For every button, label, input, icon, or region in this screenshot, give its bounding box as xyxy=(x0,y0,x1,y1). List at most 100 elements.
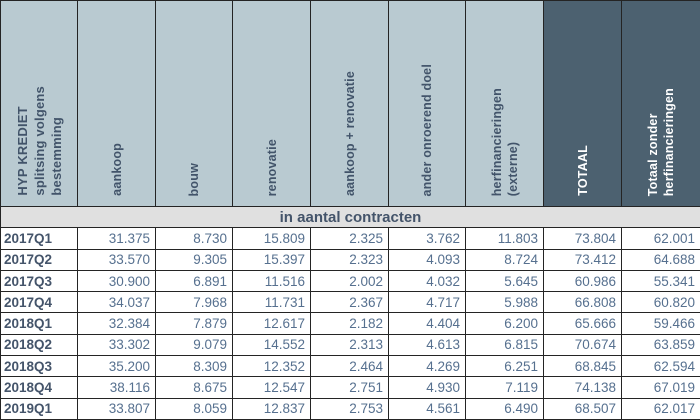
row-label: 2018Q3 xyxy=(0,355,78,378)
header-label: aankoop xyxy=(109,143,124,196)
table-row-2018q1: 2018Q1 32.384 7.879 12.617 2.182 4.404 6… xyxy=(0,312,700,335)
value-cell: 2.182 xyxy=(310,312,389,335)
value-cell: 4.561 xyxy=(388,397,466,420)
unit-band-label: in aantal contracten xyxy=(0,205,700,229)
value-cell: 15.809 xyxy=(232,227,311,250)
value-cell: 4.930 xyxy=(388,376,466,399)
table-row-2017q2: 2017Q2 33.570 9.305 15.397 2.323 4.093 8… xyxy=(0,248,700,271)
value-cell: 12.547 xyxy=(232,376,311,399)
header-totaal: TOTAAL xyxy=(543,0,622,207)
value-cell: 66.808 xyxy=(543,291,622,314)
table-row-2019q1: 2019Q1 33.807 8.059 12.837 2.753 4.561 6… xyxy=(0,397,700,420)
value-cell: 4.032 xyxy=(388,269,466,293)
header-row: HYP KREDIET splitsing volgens bestemming… xyxy=(0,0,700,207)
value-cell: 68.845 xyxy=(543,355,622,378)
value-cell: 64.688 xyxy=(621,248,700,271)
value-cell: 14.552 xyxy=(232,333,311,357)
header-ander-onroerend-doel: ander onroerend doel xyxy=(388,0,466,207)
value-cell: 33.807 xyxy=(77,397,156,420)
value-cell: 4.404 xyxy=(388,312,466,335)
header-bouw: bouw xyxy=(155,0,233,207)
value-cell: 31.375 xyxy=(77,227,156,250)
value-cell: 4.717 xyxy=(388,291,466,314)
row-label: 2018Q4 xyxy=(0,376,78,399)
value-cell: 2.313 xyxy=(310,333,389,357)
value-cell: 3.762 xyxy=(388,227,466,250)
header-label: bouw xyxy=(187,162,201,196)
row-label: 2017Q2 xyxy=(0,248,78,271)
value-cell: 11.803 xyxy=(465,227,544,250)
value-cell: 65.666 xyxy=(543,312,622,335)
header-label: ander onroerend doel xyxy=(420,63,434,197)
row-label: 2017Q3 xyxy=(0,269,78,293)
value-cell: 30.900 xyxy=(77,269,156,293)
value-cell: 5.988 xyxy=(465,291,544,314)
value-cell: 35.200 xyxy=(77,355,156,378)
value-cell: 7.119 xyxy=(465,376,544,399)
value-cell: 32.384 xyxy=(77,312,156,335)
value-cell: 70.674 xyxy=(543,333,622,357)
value-cell: 9.305 xyxy=(155,248,233,271)
value-cell: 11.516 xyxy=(232,269,311,293)
value-cell: 34.037 xyxy=(77,291,156,314)
table-row-2018q3: 2018Q3 35.200 8.309 12.352 2.464 4.269 6… xyxy=(0,355,700,378)
table-row-2017q1: 2017Q1 31.375 8.730 15.809 2.325 3.762 1… xyxy=(0,227,700,250)
value-cell: 74.138 xyxy=(543,376,622,399)
row-label: 2017Q4 xyxy=(0,291,78,314)
header-label: herfinancieringen (externe) xyxy=(489,87,520,196)
table-row-2018q4: 2018Q4 38.116 8.675 12.547 2.751 4.930 7… xyxy=(0,376,700,399)
value-cell: 15.397 xyxy=(232,248,311,271)
value-cell: 60.820 xyxy=(621,291,700,314)
header-aankoop-renovatie: aankoop + renovatie xyxy=(310,0,389,207)
value-cell: 7.968 xyxy=(155,291,233,314)
header-label: renovatie xyxy=(264,138,279,196)
unit-band-row: in aantal contracten xyxy=(0,205,700,229)
header-label: aankoop + renovatie xyxy=(342,70,357,196)
value-cell: 2.751 xyxy=(310,376,389,399)
value-cell: 7.879 xyxy=(155,312,233,335)
value-cell: 2.367 xyxy=(310,291,389,314)
value-cell: 73.412 xyxy=(543,248,622,271)
row-label: 2018Q2 xyxy=(0,333,78,357)
table-row-2017q4: 2017Q4 34.037 7.968 11.731 2.367 4.717 5… xyxy=(0,291,700,314)
value-cell: 5.645 xyxy=(465,269,544,293)
row-label: 2017Q1 xyxy=(0,227,78,250)
value-cell: 33.302 xyxy=(77,333,156,357)
value-cell: 12.617 xyxy=(232,312,311,335)
value-cell: 4.269 xyxy=(388,355,466,378)
value-cell: 8.309 xyxy=(155,355,233,378)
value-cell: 73.804 xyxy=(543,227,622,250)
value-cell: 60.986 xyxy=(543,269,622,293)
value-cell: 68.507 xyxy=(543,397,622,420)
value-cell: 8.675 xyxy=(155,376,233,399)
value-cell: 11.731 xyxy=(232,291,311,314)
value-cell: 2.753 xyxy=(310,397,389,420)
header-label: Totaal zonder herfinancieringen xyxy=(646,87,676,196)
value-cell: 6.251 xyxy=(465,355,544,378)
header-title-text: HYP KREDIET splitsing volgens bestemming xyxy=(14,86,64,196)
header-renovatie: renovatie xyxy=(232,0,311,207)
value-cell: 4.093 xyxy=(388,248,466,271)
value-cell: 4.613 xyxy=(388,333,466,357)
value-cell: 6.891 xyxy=(155,269,233,293)
value-cell: 8.724 xyxy=(465,248,544,271)
value-cell: 62.594 xyxy=(621,355,700,378)
header-aankoop: aankoop xyxy=(77,0,156,207)
value-cell: 6.815 xyxy=(465,333,544,357)
value-cell: 2.325 xyxy=(310,227,389,250)
header-label: TOTAAL xyxy=(575,145,590,196)
value-cell: 12.837 xyxy=(232,397,311,420)
value-cell: 62.017 xyxy=(621,397,700,420)
table-row-2018q2: 2018Q2 33.302 9.079 14.552 2.313 4.613 6… xyxy=(0,333,700,357)
value-cell: 8.730 xyxy=(155,227,233,250)
value-cell: 9.079 xyxy=(155,333,233,357)
value-cell: 59.466 xyxy=(621,312,700,335)
value-cell: 12.352 xyxy=(232,355,311,378)
header-totaal-zonder-herfinancieringen: Totaal zonder herfinancieringen xyxy=(621,0,700,207)
row-label: 2018Q1 xyxy=(0,312,78,335)
value-cell: 38.116 xyxy=(77,376,156,399)
value-cell: 6.200 xyxy=(465,312,544,335)
value-cell: 2.464 xyxy=(310,355,389,378)
value-cell: 62.001 xyxy=(621,227,700,250)
